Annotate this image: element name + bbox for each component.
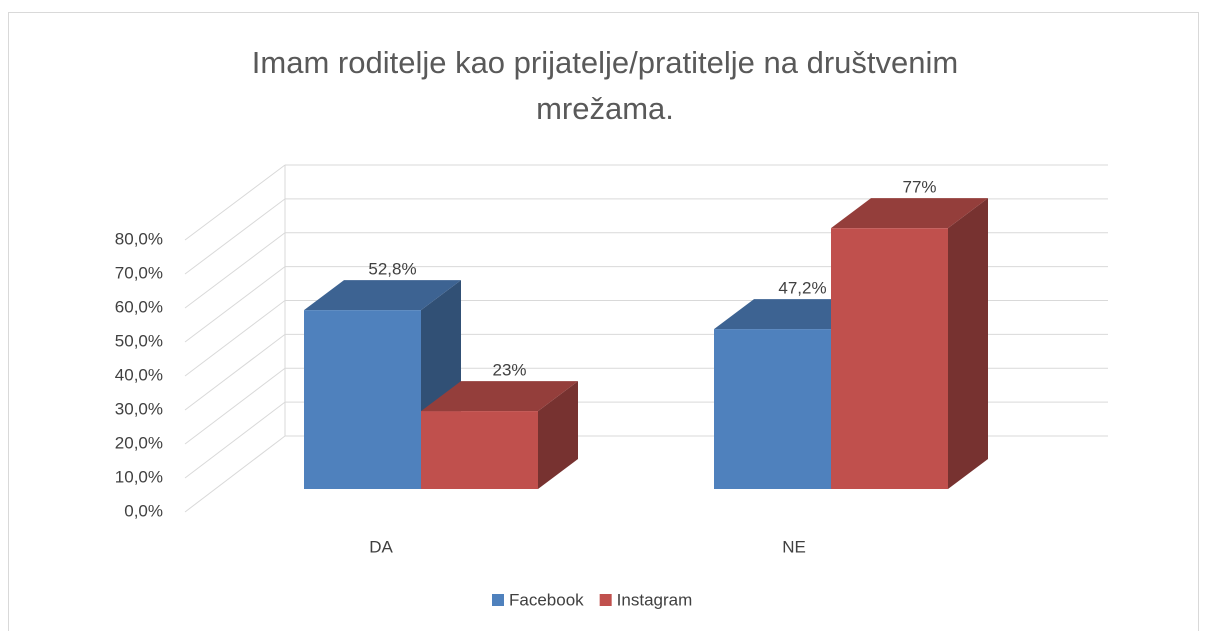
- bar-front: [421, 411, 538, 489]
- chart-title: Imam roditelje kao prijatelje/pratitelje…: [251, 45, 959, 126]
- y-tick-label: 40,0%: [115, 365, 163, 384]
- y-tick-label: 50,0%: [115, 331, 163, 350]
- data-label: 47,2%: [778, 279, 826, 298]
- y-tick-label: 80,0%: [115, 229, 163, 248]
- y-tick-label: 30,0%: [115, 399, 163, 418]
- data-label: 23%: [492, 361, 526, 380]
- x-tick-label: DA: [369, 537, 393, 556]
- bar-front: [714, 329, 831, 489]
- legend-swatch: [599, 594, 612, 606]
- grid-line-side: [184, 300, 286, 377]
- legend-label: Instagram: [617, 590, 693, 609]
- bar-top: [304, 280, 461, 311]
- bar-top: [831, 198, 988, 229]
- grid-line-side: [184, 198, 286, 275]
- data-label: 52,8%: [368, 260, 416, 279]
- legend-swatch: [492, 594, 504, 606]
- y-tick-label: 10,0%: [115, 467, 163, 486]
- bar-top: [421, 381, 578, 412]
- grid-line-side: [184, 401, 286, 479]
- bar: [831, 198, 988, 489]
- grid-line-side: [184, 435, 286, 513]
- chart-border: [8, 12, 1199, 631]
- bar-side: [948, 198, 988, 489]
- grid-line-side: [184, 367, 286, 445]
- grid-line-side: [184, 266, 286, 343]
- y-tick-label: 20,0%: [115, 433, 163, 452]
- bar-side: [538, 381, 578, 489]
- bar-front: [831, 228, 948, 489]
- y-tick-label: 0,0%: [124, 501, 163, 520]
- grid-line-side: [184, 164, 286, 241]
- x-tick-label: NE: [782, 537, 806, 556]
- grid-line-side: [184, 232, 286, 309]
- grid-line-side: [184, 333, 286, 411]
- bar-front: [304, 310, 421, 489]
- y-tick-label: 70,0%: [115, 263, 163, 282]
- data-label: 77%: [902, 178, 936, 197]
- y-tick-label: 60,0%: [115, 297, 163, 316]
- legend-label: Facebook: [509, 590, 584, 609]
- bar: [421, 381, 578, 489]
